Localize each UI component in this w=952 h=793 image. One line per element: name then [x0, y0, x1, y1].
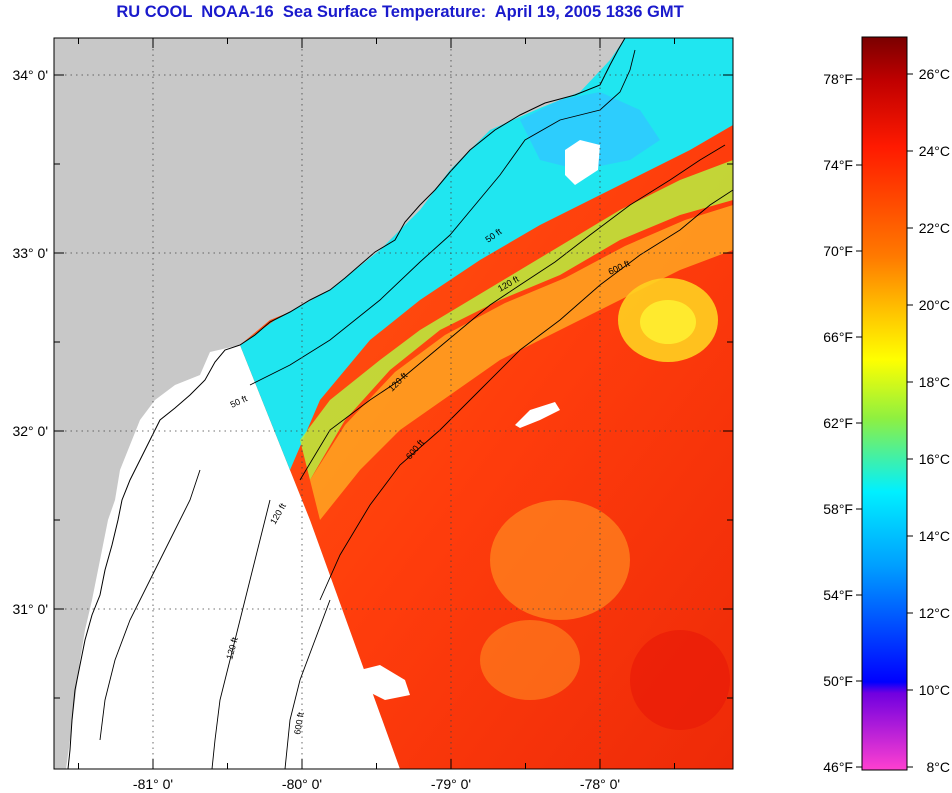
lat-tick-label: 34° 0'	[12, 67, 48, 83]
sst-warm-eddy-core	[640, 300, 696, 344]
sst-orange-patch	[480, 620, 580, 700]
contour-label-600: 600 ft	[292, 711, 306, 735]
sst-orange-band	[310, 205, 733, 520]
lon-tick-label: -80° 0'	[282, 776, 322, 792]
isobath-120ft	[299, 144, 726, 481]
axis-ticks	[54, 38, 733, 769]
isobath-600ft	[319, 189, 733, 601]
lat-tick-label: 32° 0'	[12, 423, 48, 439]
colorbar-label-c: 12°C	[919, 605, 950, 621]
lon-tick-label: -78° 0'	[580, 776, 620, 792]
colorbar-label-c: 20°C	[919, 297, 950, 313]
colorbar-label-c: 22°C	[919, 220, 950, 236]
sst-orange-patch	[490, 500, 630, 620]
isobath-50ft	[249, 49, 636, 386]
colorbar-label-f: 58°F	[823, 501, 853, 517]
colorbar-label-f: 70°F	[823, 243, 853, 259]
cloud-patch	[565, 140, 600, 185]
sst-hot-patch	[630, 630, 730, 730]
colorbar-label-f: 54°F	[823, 587, 853, 603]
lon-tick-label: -81° 0'	[133, 776, 173, 792]
colorbar-label-c: 8°C	[927, 759, 951, 775]
cloud-patch	[360, 665, 410, 700]
colorbar-label-c: 26°C	[919, 66, 950, 82]
map-title: RU COOL NOAA-16 Sea Surface Temperature:…	[116, 3, 684, 21]
colorbar-label-f: 66°F	[823, 329, 853, 345]
coastline	[239, 38, 626, 346]
isobath-inshore-120	[211, 499, 271, 769]
colorbar-label-c: 14°C	[919, 528, 950, 544]
map-frame	[53, 37, 734, 770]
sst-cold-pocket	[520, 92, 660, 170]
colorbar-label-c: 10°C	[919, 682, 950, 698]
colorbar-label-f: 78°F	[823, 71, 853, 87]
isobath-inshore	[99, 469, 201, 741]
sst-transition-band	[300, 160, 733, 480]
colorbar-label-f: 46°F	[823, 759, 853, 775]
colorbar-label-c: 16°C	[919, 451, 950, 467]
gridlines	[54, 38, 733, 769]
isobath-inshore-600	[284, 599, 331, 769]
lat-tick-label: 31° 0'	[12, 601, 48, 617]
no-data-ocean	[66, 345, 400, 769]
colorbar	[861, 36, 908, 771]
colorbar-label-f: 50°F	[823, 673, 853, 689]
colorbar-label-c: 18°C	[919, 374, 950, 390]
colorbar-label-f: 62°F	[823, 415, 853, 431]
lon-tick-label: -79° 0'	[431, 776, 471, 792]
axis-tick-labels: -81° 0' -80° 0' -79° 0' -78° 0' 34° 0' 33° 0'…	[12, 67, 620, 792]
lat-tick-label: 33° 0'	[12, 245, 48, 261]
cloud-patch	[515, 402, 560, 428]
colorbar-labels: 78°F 74°F 70°F 66°F 62°F 58°F 54°F 50°F 46°F 26°C…	[823, 66, 950, 775]
coastline-south	[67, 344, 241, 769]
colorbar-label-f: 74°F	[823, 157, 853, 173]
colorbar-label-c: 24°C	[919, 143, 950, 159]
